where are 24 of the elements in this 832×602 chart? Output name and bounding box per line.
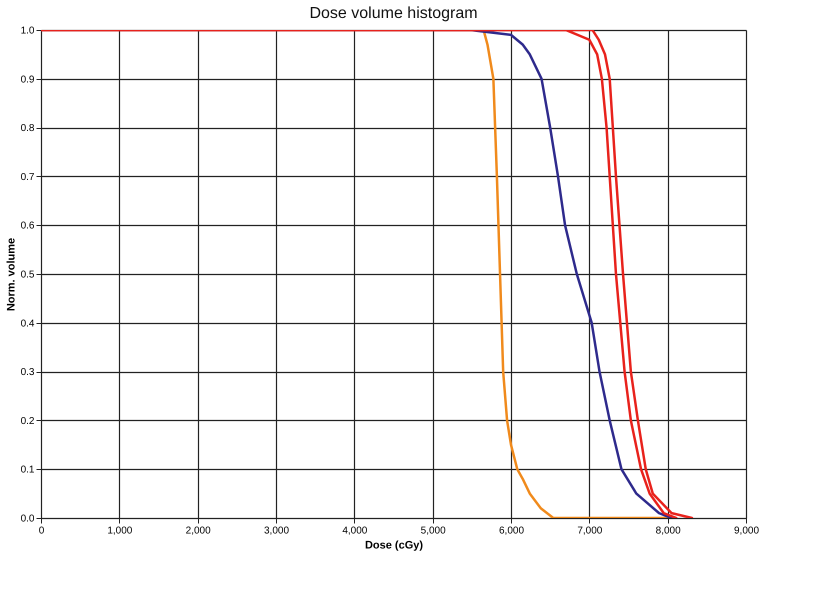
x-tick-label: 3,000	[264, 526, 290, 536]
y-tick-label: 0.0	[20, 514, 35, 524]
y-tick-label: 0.3	[20, 367, 35, 378]
x-tick-label: 4,000	[342, 526, 368, 536]
x-tick-label: 2,000	[186, 526, 212, 536]
chart-title: Dose volume histogram	[309, 5, 478, 22]
y-tick-label: 0.4	[20, 318, 35, 330]
y-tick-label: 0.1	[20, 464, 35, 476]
x-tick-label: 5,000	[420, 526, 446, 536]
y-tick-label: 0.5	[20, 270, 35, 280]
x-tick-label: 7,000	[577, 526, 603, 536]
y-tick-label: 0.2	[20, 416, 35, 427]
y-tick-label: 0.6	[20, 220, 35, 232]
x-tick-label: 6,000	[498, 526, 524, 536]
y-tick-label: 0.9	[20, 74, 35, 86]
y-tick-label: 1.0	[20, 26, 35, 36]
x-tick-label: 9,000	[734, 526, 760, 536]
y-tick-label: 0.8	[20, 123, 35, 134]
x-axis-title: Dose (cGy)	[364, 540, 424, 552]
x-tick-label: 0	[38, 526, 45, 536]
x-tick-label: 1,000	[107, 526, 133, 536]
x-tick-label: 8,000	[656, 526, 682, 536]
y-axis-title: Norm. volume	[6, 238, 18, 312]
y-tick-label: 0.7	[20, 172, 35, 183]
